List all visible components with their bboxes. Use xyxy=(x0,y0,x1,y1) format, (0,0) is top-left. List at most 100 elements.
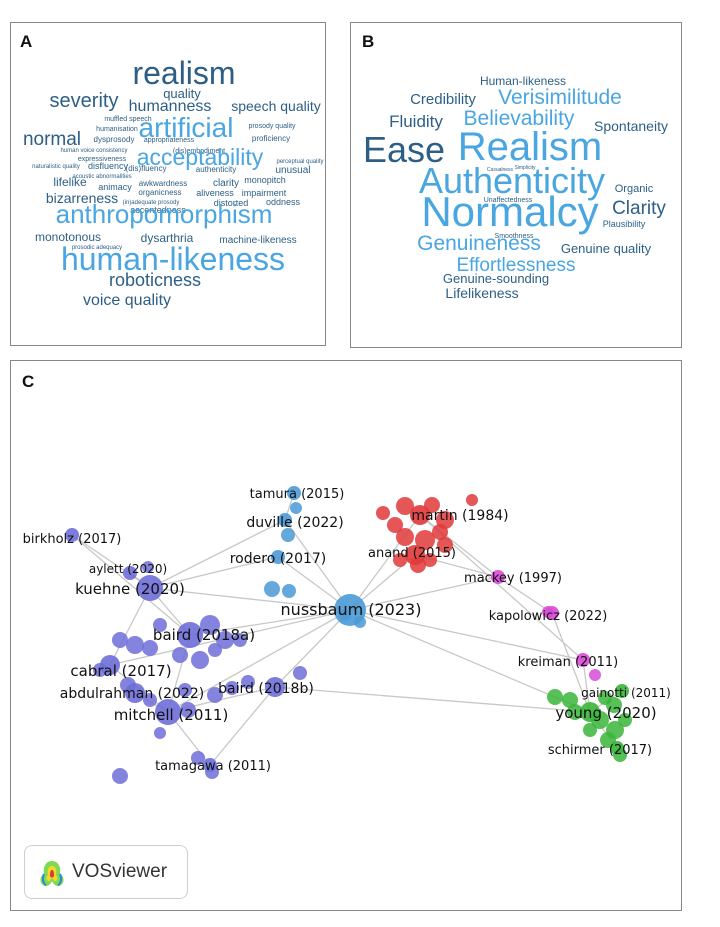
cloud-a-word: clarity xyxy=(213,178,239,189)
cloud-a-word: (dis)fluency xyxy=(126,164,167,173)
cloud-a-word: animacy xyxy=(98,182,132,192)
cloud-a-word: voice quality xyxy=(83,292,171,309)
network-node-tamagawa[interactable] xyxy=(203,758,217,772)
cloud-a-word: acoustic abnormalities xyxy=(72,174,131,180)
network-edge xyxy=(71,534,191,636)
cloud-a-word: authenticity xyxy=(196,165,236,174)
network-node-anand[interactable] xyxy=(405,545,425,565)
network-node-baird2018a[interactable] xyxy=(177,622,203,648)
network-node-minor xyxy=(142,640,158,656)
network-label-baird2018b: baird (2018b) xyxy=(218,681,314,697)
network-label-tamagawa: tamagawa (2011) xyxy=(155,759,271,774)
cloud-a-word: quality xyxy=(163,86,201,101)
network-node-kuehne[interactable] xyxy=(137,575,163,601)
network-edge xyxy=(109,587,151,666)
network-label-mitchell: mitchell (2011) xyxy=(114,706,229,724)
network-label-rodero: rodero (2017) xyxy=(230,551,327,567)
network-edge xyxy=(419,514,499,578)
network-node-baird2018b[interactable] xyxy=(265,677,285,697)
network-node-minor xyxy=(142,561,154,573)
panel-c-letter: C xyxy=(22,372,35,391)
network-node-minor xyxy=(200,615,220,635)
vosviewer-badge: VOSviewer xyxy=(24,845,188,899)
network-node-rodero[interactable] xyxy=(271,550,285,564)
network-node-minor xyxy=(606,697,622,713)
network-node-mackey[interactable] xyxy=(491,570,505,584)
network-node-martin[interactable] xyxy=(410,505,430,525)
network-node-young[interactable] xyxy=(580,702,600,722)
network-node-minor xyxy=(191,651,209,669)
cloud-b-word: Organic xyxy=(615,183,654,195)
network-label-tamura: tamura (2015) xyxy=(250,487,345,502)
network-node-minor xyxy=(180,702,196,718)
network-edge xyxy=(167,609,351,713)
network-node-minor xyxy=(225,681,239,695)
cloud-a-word: dysarthria xyxy=(141,231,194,245)
cloud-a-word: naturalistic quality xyxy=(32,164,80,170)
network-node-minor xyxy=(387,517,403,533)
cloud-b-word: Authenticity xyxy=(419,160,605,201)
cloud-b-word: Verisimilitude xyxy=(498,86,622,109)
network-node-mitchell[interactable] xyxy=(155,699,181,725)
network-node-minor xyxy=(562,692,578,708)
network-node-kreiman[interactable] xyxy=(576,653,590,667)
network-node-birkholz[interactable] xyxy=(65,528,79,542)
cloud-a-word: appropriateness xyxy=(144,137,195,144)
network-node-minor xyxy=(290,502,302,514)
network-label-birkholz: birkholz (2017) xyxy=(23,532,122,547)
network-node-duville[interactable] xyxy=(278,513,292,527)
cloud-a-word: human-likeness xyxy=(61,241,285,277)
cloud-b-word: Clarity xyxy=(612,198,666,219)
network-node-schirmer[interactable] xyxy=(610,741,624,755)
cloud-b-word: Believability xyxy=(464,107,575,130)
cloud-b-word: Unaffectedness xyxy=(484,197,533,204)
network-label-kuehne: kuehne (2020) xyxy=(75,580,185,598)
network-node-minor xyxy=(241,675,255,689)
network-node-cabral[interactable] xyxy=(100,655,120,675)
network-label-baird2018a: baird (2018a) xyxy=(153,626,255,644)
network-node-aylett[interactable] xyxy=(123,566,137,580)
cloud-b-word: Spontaneity xyxy=(594,118,668,134)
cloud-a-word: oddness xyxy=(266,197,301,207)
network-edge xyxy=(149,519,286,589)
network-edge xyxy=(349,609,584,661)
network-node-tamura[interactable] xyxy=(287,486,301,500)
cloud-a-word: proficiency xyxy=(252,134,290,143)
cloud-a-word: accentedness xyxy=(130,205,186,215)
cloud-a-word: prosody quality xyxy=(248,123,296,130)
network-label-gainotti: gainotti (2011) xyxy=(581,686,671,700)
cloud-a-word: roboticness xyxy=(109,270,201,290)
network-node-gainotti[interactable] xyxy=(615,684,629,698)
cloud-b-word: Fluidity xyxy=(389,112,443,131)
network-node-kapolowicz[interactable] xyxy=(545,606,559,620)
network-node-minor xyxy=(172,647,188,663)
network-label-young: young (2020) xyxy=(555,704,656,722)
word-cloud-b: Human-likeness Credibility Verisimilitude F… xyxy=(363,74,668,301)
network-node-minor xyxy=(376,506,390,520)
cloud-a-word: bizarreness xyxy=(46,190,118,206)
cloud-b-word: Smoothness xyxy=(495,233,534,240)
network-node-minor xyxy=(567,704,583,720)
network-node-minor xyxy=(293,666,307,680)
cloud-b-word: Normalcy xyxy=(421,188,598,235)
network-label-abdulrahman: abdulrahman (2022) xyxy=(60,686,204,702)
panel-a-letter: A xyxy=(20,32,33,51)
cloud-a-word: lifelike xyxy=(53,175,87,189)
cloud-a-word: anthropomorphism xyxy=(56,199,273,229)
network-node-minor xyxy=(432,524,448,540)
cloud-a-word: severity xyxy=(50,90,119,112)
network-edge xyxy=(497,576,553,614)
network-node-minor xyxy=(393,553,407,567)
network-node-minor xyxy=(216,631,234,649)
network-node-abdulrahman[interactable] xyxy=(125,683,145,703)
network-label-duville: duville (2022) xyxy=(246,515,343,531)
network-label-nussbaum: nussbaum (2023) xyxy=(281,600,422,619)
network-label-martin: martin (1984) xyxy=(411,508,508,524)
cloud-b-word: Genuine-sounding xyxy=(443,271,549,286)
network-edge xyxy=(149,587,351,611)
network-node-minor xyxy=(153,618,167,632)
cloud-a-word: normal xyxy=(23,129,81,150)
network-node-nussbaum[interactable] xyxy=(334,594,366,626)
panel-a xyxy=(10,22,326,346)
